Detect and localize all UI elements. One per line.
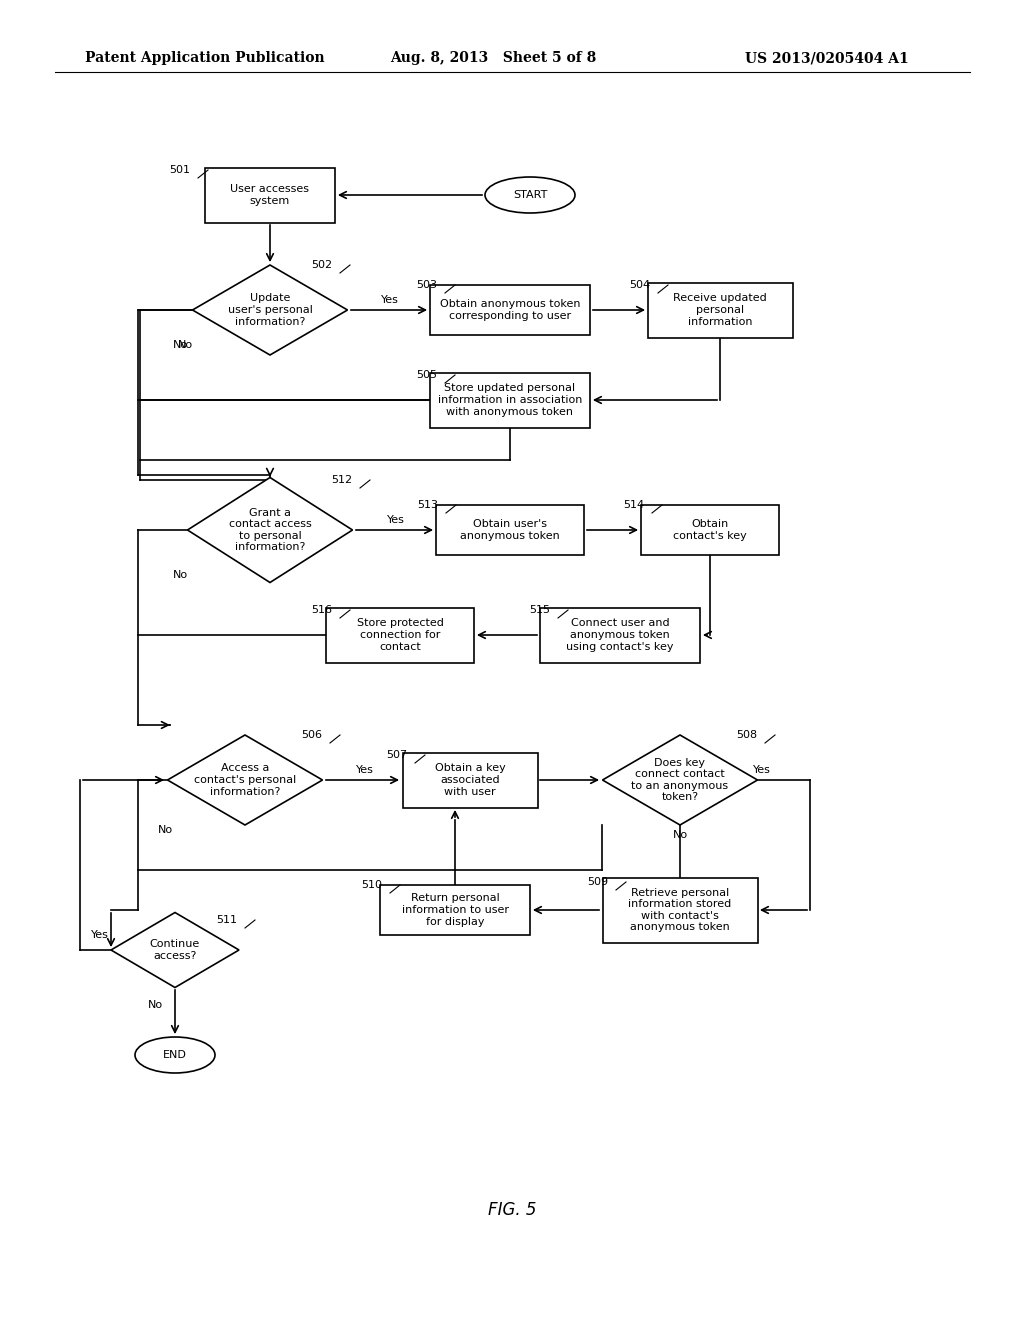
Text: Receive updated
personal
information: Receive updated personal information xyxy=(673,293,767,326)
Text: 512: 512 xyxy=(331,475,352,484)
Text: 509: 509 xyxy=(587,876,608,887)
Text: 508: 508 xyxy=(736,730,757,741)
Text: 513: 513 xyxy=(417,500,438,510)
Text: 514: 514 xyxy=(623,500,644,510)
Bar xyxy=(430,372,590,428)
Text: Yes: Yes xyxy=(387,515,404,525)
Text: No: No xyxy=(673,830,687,840)
Text: Access a
contact's personal
information?: Access a contact's personal information? xyxy=(194,763,296,796)
Text: 501: 501 xyxy=(169,165,190,176)
Text: No: No xyxy=(172,341,187,350)
Text: US 2013/0205404 A1: US 2013/0205404 A1 xyxy=(745,51,908,65)
Text: Yes: Yes xyxy=(356,766,374,775)
Text: Obtain
contact's key: Obtain contact's key xyxy=(673,519,746,541)
Text: Obtain a key
associated
with user: Obtain a key associated with user xyxy=(434,763,506,796)
Text: User accesses
system: User accesses system xyxy=(230,185,309,206)
Text: Store protected
connection for
contact: Store protected connection for contact xyxy=(356,618,443,652)
Text: Does key
connect contact
to an anonymous
token?: Does key connect contact to an anonymous… xyxy=(632,758,728,803)
Text: Obtain user's
anonymous token: Obtain user's anonymous token xyxy=(460,519,560,541)
Text: 510: 510 xyxy=(361,880,382,890)
Text: Continue
access?: Continue access? xyxy=(150,940,200,961)
Bar xyxy=(380,884,530,935)
Text: Retrieve personal
information stored
with contact's
anonymous token: Retrieve personal information stored wit… xyxy=(629,887,731,932)
Text: Connect user and
anonymous token
using contact's key: Connect user and anonymous token using c… xyxy=(566,618,674,652)
Text: 515: 515 xyxy=(529,605,550,615)
Text: 506: 506 xyxy=(301,730,322,741)
Text: Yes: Yes xyxy=(753,766,771,775)
Text: 516: 516 xyxy=(311,605,332,615)
Text: Grant a
contact access
to personal
information?: Grant a contact access to personal infor… xyxy=(228,508,311,552)
Text: 507: 507 xyxy=(386,750,407,760)
Text: 502: 502 xyxy=(311,260,332,271)
Ellipse shape xyxy=(485,177,575,213)
Polygon shape xyxy=(168,735,323,825)
Text: 504: 504 xyxy=(629,280,650,290)
Text: No: No xyxy=(147,1001,163,1010)
Text: Return personal
information to user
for display: Return personal information to user for … xyxy=(401,894,509,927)
Text: FIG. 5: FIG. 5 xyxy=(487,1201,537,1218)
Text: Obtain anonymous token
corresponding to user: Obtain anonymous token corresponding to … xyxy=(439,300,581,321)
Polygon shape xyxy=(111,912,239,987)
Text: 511: 511 xyxy=(216,915,237,925)
Text: Yes: Yes xyxy=(91,931,109,940)
Text: No: No xyxy=(177,341,193,350)
Polygon shape xyxy=(187,478,352,582)
Polygon shape xyxy=(602,735,758,825)
Bar xyxy=(326,607,474,663)
Polygon shape xyxy=(193,265,347,355)
Bar xyxy=(402,752,538,808)
Bar xyxy=(436,506,584,554)
Bar xyxy=(647,282,793,338)
Text: No: No xyxy=(158,825,173,836)
Bar xyxy=(602,878,758,942)
Text: Store updated personal
information in association
with anonymous token: Store updated personal information in as… xyxy=(438,383,583,417)
Bar xyxy=(430,285,590,335)
Text: START: START xyxy=(513,190,547,201)
Text: 505: 505 xyxy=(416,370,437,380)
Bar xyxy=(641,506,779,554)
Ellipse shape xyxy=(135,1038,215,1073)
Text: Aug. 8, 2013   Sheet 5 of 8: Aug. 8, 2013 Sheet 5 of 8 xyxy=(390,51,596,65)
Text: Update
user's personal
information?: Update user's personal information? xyxy=(227,293,312,326)
Text: No: No xyxy=(172,570,187,579)
Text: Yes: Yes xyxy=(381,294,399,305)
Text: Patent Application Publication: Patent Application Publication xyxy=(85,51,325,65)
Bar xyxy=(540,607,700,663)
Bar xyxy=(205,168,335,223)
Text: 503: 503 xyxy=(416,280,437,290)
Text: END: END xyxy=(163,1049,187,1060)
